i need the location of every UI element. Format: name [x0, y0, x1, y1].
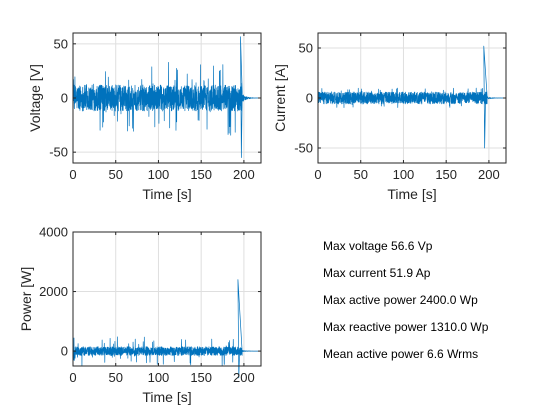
power-plot-area	[73, 232, 261, 366]
current-x-tick-label: 100	[393, 167, 415, 182]
current-y-tick-label: 50	[299, 41, 313, 56]
stat-max-reactive-power: Max reactive power 1310.0 Wp	[323, 320, 489, 334]
current-y-axis-label: Current [A]	[272, 64, 288, 132]
power-y-tick-label: 4000	[39, 225, 68, 240]
power-x-tick-label: 150	[190, 370, 212, 385]
stat-max-voltage: Max voltage 56.6 Vp	[323, 239, 433, 253]
voltage-x-tick-label: 200	[233, 167, 255, 182]
current-x-tick-label: 50	[353, 167, 367, 182]
voltage-x-axis-label: Time [s]	[142, 186, 191, 202]
current-x-tick-label: 150	[435, 167, 457, 182]
current-y-tick-label: 0	[306, 91, 313, 106]
power-x-tick-label: 50	[108, 370, 122, 385]
voltage-x-tick-label: 0	[69, 167, 76, 182]
power-y-tick-label: 2000	[39, 284, 68, 299]
power-y-tick-label: 0	[61, 344, 68, 359]
power-x-tick-label: 200	[233, 370, 255, 385]
current-signal-line	[317, 45, 507, 149]
stat-mean-active-power: Mean active power 6.6 Wrms	[323, 347, 479, 361]
stat-max-active-power: Max active power 2400.0 Wp	[323, 293, 478, 307]
power-x-axis-label: Time [s]	[142, 389, 191, 405]
power-y-axis-label: Power [W]	[18, 267, 34, 332]
voltage-y-tick-label: 50	[54, 36, 68, 51]
voltage-x-tick-label: 50	[108, 167, 122, 182]
voltage-y-axis-label: Voltage [V]	[27, 64, 43, 132]
stat-max-current: Max current 51.9 Ap	[323, 266, 431, 280]
power-axes-frame	[72, 231, 262, 367]
current-x-axis-label: Time [s]	[387, 186, 436, 202]
current-x-tick-label: 0	[314, 167, 321, 182]
power-signal-line	[72, 279, 262, 379]
voltage-y-tick-label: 0	[61, 91, 68, 106]
current-y-tick-label: -50	[294, 141, 313, 156]
voltage-x-tick-label: 150	[190, 167, 212, 182]
power-x-tick-label: 0	[69, 370, 76, 385]
voltage-signal-line	[72, 36, 262, 158]
power-x-tick-label: 100	[148, 370, 170, 385]
voltage-y-tick-label: -50	[49, 145, 68, 160]
voltage-x-tick-label: 100	[148, 167, 170, 182]
current-x-tick-label: 200	[478, 167, 500, 182]
